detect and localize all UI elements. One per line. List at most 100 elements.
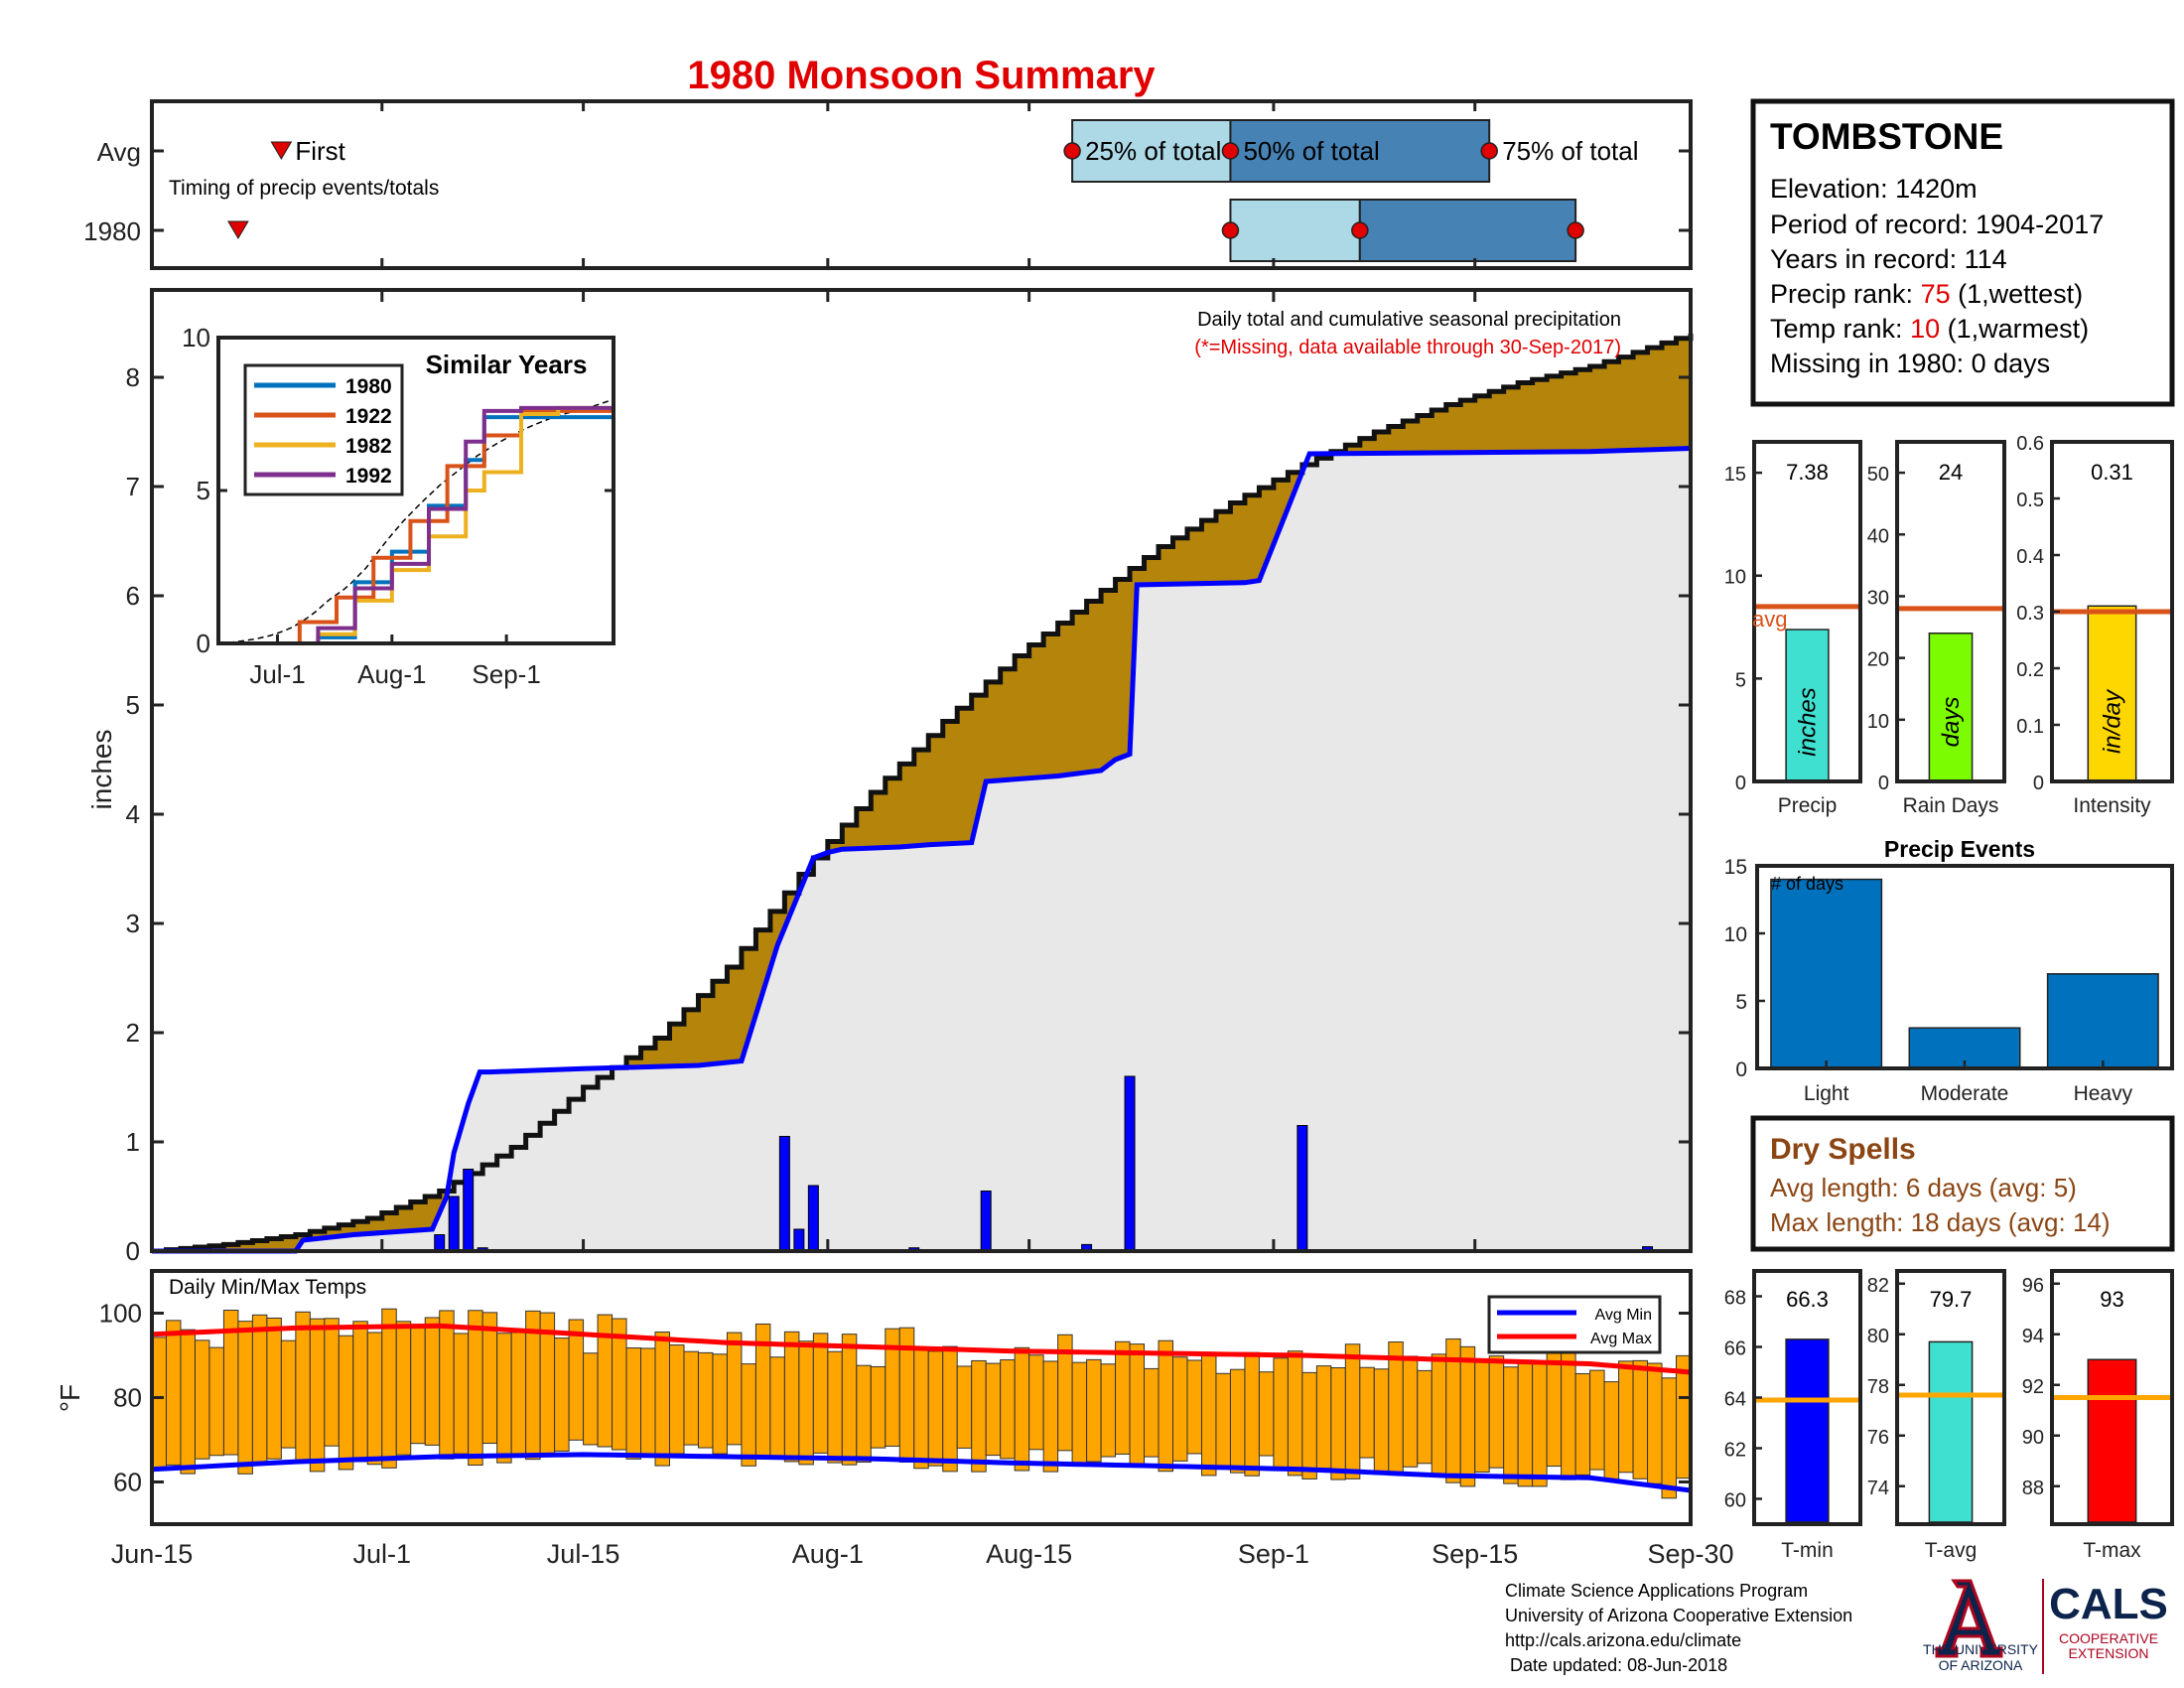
precip-event-category-label: Heavy — [2074, 1082, 2133, 1105]
temps-y-tick-label: 100 — [99, 1299, 142, 1329]
daily-temp-range-bar — [1129, 1343, 1146, 1467]
daily-temp-range-bar — [1517, 1362, 1534, 1487]
stat-panel-precip: 7.38 inches avg 0 5 10 15 Precip — [1724, 440, 1862, 817]
precip-event-y-tick-label: 15 — [1724, 856, 1747, 879]
stat-panel-rain-days: 24 days 0 10 20 30 40 50 Rain Days — [1867, 440, 2006, 817]
stat-y-tick-label: 0.4 — [2016, 546, 2044, 568]
daily-precip-bar — [793, 1228, 805, 1252]
cals-logo[interactable]: CALS COOPERATIVE EXTENSION — [2049, 1580, 2168, 1661]
daily-temp-range-bar — [568, 1319, 585, 1441]
temps-y-tick-label: 60 — [113, 1468, 142, 1497]
station-info-box: TOMBSTONE Elevation: 1420m Period of rec… — [1750, 98, 2175, 407]
stat-y-tick-label: 0.5 — [2016, 490, 2044, 511]
daily-temp-range-bar — [1244, 1351, 1260, 1477]
daily-temp-range-bar — [309, 1318, 326, 1473]
daily-temp-range-bar — [439, 1310, 455, 1460]
avg-q75-marker — [1480, 142, 1498, 160]
stat-panel-intensity: 0.31 in/day 0 0.1 0.2 0.3 0.4 0.5 0.6 Intensity — [2016, 433, 2174, 817]
avg-min-temp-line — [151, 1452, 1692, 1493]
temp-y-tick-label: 94 — [2022, 1326, 2044, 1347]
daily-temp-range-bar — [1359, 1366, 1375, 1459]
daily-temp-range-bar — [841, 1334, 858, 1466]
temp-y-tick-label: 68 — [1724, 1288, 1746, 1310]
university-of-arizona-logo[interactable]: THE UNIVERSITY OF ARIZONA — [1923, 1579, 2039, 1673]
temp-rank-note: (1,warmest) — [1940, 314, 2089, 344]
temp-y-tick-label: 64 — [1724, 1389, 1746, 1411]
daily-precip-bar — [980, 1191, 992, 1252]
daily-temp-range-bar — [324, 1318, 340, 1447]
main-annotation-line2: (*=Missing, data available through 30-Se… — [1194, 337, 1621, 358]
daily-temp-range-bar — [927, 1350, 944, 1467]
year-1980-cumulative-line — [152, 446, 1692, 1254]
main-y-tick-label: 8 — [126, 362, 140, 392]
temp-y-tick-label: 88 — [2022, 1477, 2044, 1499]
inset-x-tick-label: Aug-1 — [357, 659, 426, 689]
avg-q50-marker — [1221, 142, 1240, 160]
temps-legend-box — [1487, 1295, 1662, 1354]
daily-temp-range-bar — [583, 1352, 599, 1446]
daily-temp-range-bar — [625, 1347, 642, 1460]
main-y-tick-label: 0 — [126, 1236, 140, 1266]
stat-panel-label: Intensity — [2073, 794, 2151, 817]
year-1980-q25-q50-box — [1229, 199, 1361, 262]
block-a-logo-shape — [1935, 1579, 2003, 1658]
precip-event-y-tick-label: 5 — [1735, 991, 1747, 1014]
daily-temp-range-bar — [424, 1317, 441, 1446]
precip-events-panel: Precip Events Light Moderate Heavy 0 5 10 15 #… — [1724, 836, 2174, 1105]
stat-y-tick-label: 20 — [1867, 649, 1889, 671]
station-years: Years in record: 114 — [1770, 244, 2007, 274]
stat-y-tick-label: 30 — [1867, 587, 1889, 609]
daily-temp-range-bar — [1330, 1366, 1346, 1480]
daily-temp-range-bar — [481, 1312, 498, 1445]
dry-spells-title: Dry Spells — [1770, 1133, 1916, 1166]
precip-events-y-label: # of days — [1771, 874, 1843, 894]
year-1980-q75-marker — [1567, 221, 1584, 239]
daily-precip-bar — [1297, 1125, 1308, 1252]
daily-temp-range-bar — [1574, 1372, 1591, 1476]
footer-line-3: http://cals.arizona.edu/climate — [1505, 1630, 1741, 1650]
station-name: TOMBSTONE — [1770, 116, 2003, 157]
main-y-tick-label: 7 — [126, 472, 140, 501]
x-axis-date-label: Jun-15 — [111, 1539, 194, 1569]
main-y-tick-label: 6 — [126, 581, 140, 611]
stat-y-tick-label: 0.3 — [2016, 603, 2044, 625]
daily-temp-range-bar — [251, 1314, 268, 1464]
daily-temp-range-bar — [1388, 1341, 1404, 1476]
cals-coop-line2: EXTENSION — [2069, 1645, 2149, 1661]
daily-temp-range-bar — [1618, 1360, 1634, 1474]
daily-precip-bar — [434, 1234, 446, 1252]
daily-temp-range-bar — [769, 1356, 785, 1459]
daily-temp-range-bar — [338, 1335, 354, 1471]
precip-events-title: Precip Events — [1884, 836, 2035, 862]
inset-legend-label-1922: 1922 — [345, 405, 392, 428]
inset-y-tick-label: 10 — [182, 323, 210, 352]
daily-temp-range-bar — [151, 1336, 167, 1469]
stat-y-tick-label: 0.6 — [2016, 433, 2044, 455]
stat-y-tick-label: 0 — [1735, 773, 1746, 794]
daily-temp-range-bar — [1301, 1371, 1317, 1479]
temp-panel-t-max: 93 88 90 92 94 96 T-max — [2022, 1269, 2174, 1562]
main-y-tick-label: 2 — [126, 1018, 140, 1048]
daily-temp-range-bar — [812, 1333, 829, 1454]
daily-temp-range-bar — [366, 1332, 383, 1466]
temps-legend-max-label: Avg Max — [1590, 1331, 1652, 1347]
temps-title: Daily Min/Max Temps — [169, 1276, 366, 1299]
stat-y-tick-label: 15 — [1724, 464, 1746, 486]
year-cumulative-area — [152, 448, 1691, 1251]
inset-legend-label-1982: 1982 — [345, 435, 392, 458]
daily-temp-range-bar — [510, 1332, 527, 1455]
daily-temp-range-bar — [1100, 1363, 1117, 1458]
main-y-axis-label: inches — [86, 730, 117, 810]
daily-precip-bar — [807, 1185, 819, 1252]
daily-temp-range-bar — [1158, 1339, 1174, 1473]
station-precip-rank: Precip rank: 75 (1,wettest) — [1770, 279, 2083, 309]
timing-frame — [150, 99, 1693, 270]
temp-y-tick-label: 90 — [2022, 1427, 2044, 1449]
temperature-stat-panels: 66.3 60 62 64 66 68 T-min 79.7 74 76 78 80 82 T-avg 93… — [1724, 1269, 2174, 1562]
daily-temp-range-bar — [741, 1363, 756, 1467]
x-axis-date-label: Jul-15 — [547, 1539, 620, 1569]
inset-x-tick-label: Sep-1 — [472, 659, 540, 689]
x-axis-date-label: Sep-1 — [1238, 1539, 1309, 1569]
temps-series — [151, 1308, 1692, 1499]
main-plot-series — [152, 334, 1694, 1254]
